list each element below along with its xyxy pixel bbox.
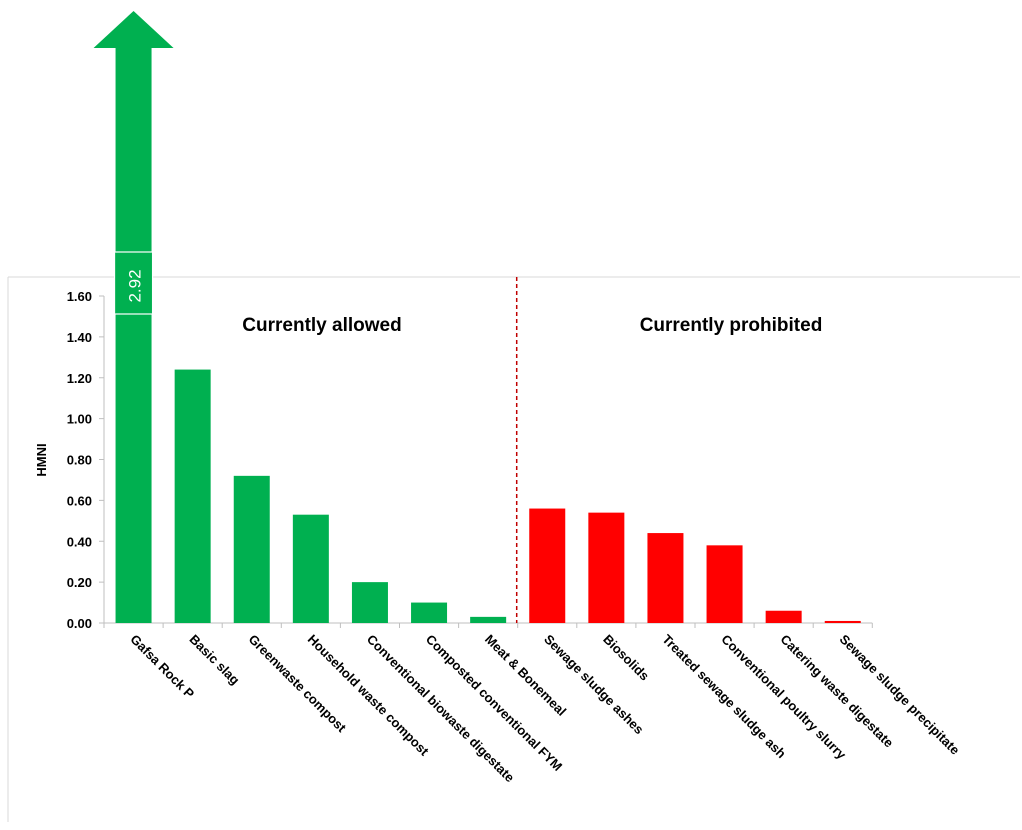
x-category-label: Biosolids bbox=[600, 632, 652, 684]
bar bbox=[233, 475, 270, 623]
bar bbox=[470, 616, 507, 623]
bar bbox=[647, 533, 684, 623]
x-category-label: Conventional poultry slurry bbox=[718, 632, 849, 763]
bar bbox=[411, 602, 448, 623]
bars: 2.92 bbox=[93, 11, 861, 623]
y-tick-label: 0.60 bbox=[67, 493, 92, 508]
y-tick-label: 0.00 bbox=[67, 616, 92, 631]
y-tick-label: 0.80 bbox=[67, 453, 92, 468]
group-label-currently-prohibited: Currently prohibited bbox=[640, 315, 823, 336]
y-tick-label: 0.20 bbox=[67, 575, 92, 590]
x-category-label: Treated sewage sludge ash bbox=[659, 632, 789, 762]
x-category-label: Basic slag bbox=[187, 632, 243, 688]
bar bbox=[351, 582, 388, 623]
x-category-label: Greenwaste compost bbox=[246, 632, 350, 736]
bar bbox=[292, 514, 329, 623]
overflow-value-label: 2.92 bbox=[126, 269, 145, 302]
y-tick-label: 1.20 bbox=[67, 371, 92, 386]
y-axis-title: HMNI bbox=[34, 443, 49, 476]
bar bbox=[588, 512, 625, 623]
axes: 0.00 0.20 0.40 0.60 0.80 1.00 1.20 1.40 1.60 bbox=[67, 289, 873, 631]
group-label-currently-allowed: Currently allowed bbox=[242, 315, 401, 336]
x-category-label: Sewage sludge precipitate bbox=[837, 632, 963, 758]
y-tick-label: 1.00 bbox=[67, 412, 92, 427]
x-category-label: Sewage sludge ashes bbox=[541, 632, 647, 738]
chart-frame bbox=[7, 276, 1020, 822]
y-tick-label: 1.40 bbox=[67, 330, 92, 345]
x-category-label: Household waste compost bbox=[305, 632, 433, 760]
bar-overflow-arrow bbox=[93, 11, 174, 623]
x-category-label: Catering waste digestate bbox=[778, 632, 897, 751]
bar bbox=[824, 620, 861, 623]
bar bbox=[706, 545, 743, 623]
labels: HMNI Currently allowed Currently prohibi… bbox=[34, 315, 963, 785]
overflow-value-box bbox=[113, 251, 154, 315]
bar bbox=[174, 369, 211, 623]
bar bbox=[529, 508, 566, 623]
y-tick-label: 0.40 bbox=[67, 534, 92, 549]
bar bbox=[765, 610, 802, 623]
y-tick-label: 1.60 bbox=[67, 289, 92, 304]
